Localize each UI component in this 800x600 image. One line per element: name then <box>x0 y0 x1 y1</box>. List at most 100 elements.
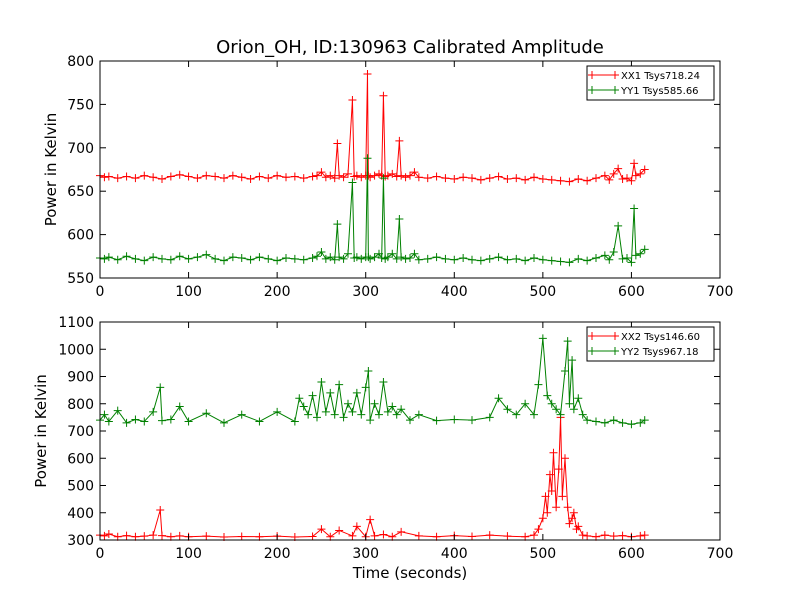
data-point <box>246 175 255 184</box>
data-point <box>432 532 441 541</box>
data-point <box>565 519 574 528</box>
data-point <box>423 174 432 183</box>
data-point <box>330 255 339 264</box>
data-point <box>113 406 122 415</box>
data-point <box>618 418 627 427</box>
data-point <box>563 337 572 346</box>
x-tick-label: 600 <box>618 546 645 562</box>
data-point <box>534 380 543 389</box>
data-point <box>640 531 649 540</box>
data-point <box>569 508 578 517</box>
data-point <box>512 410 521 419</box>
data-point <box>397 171 406 180</box>
y-tick-label: 550 <box>67 271 94 287</box>
x-tick-label: 700 <box>707 546 734 562</box>
legend-marker-xx1 <box>588 71 619 79</box>
data-point <box>321 173 330 182</box>
data-point <box>565 177 574 186</box>
data-point <box>605 175 614 184</box>
data-point <box>361 383 370 392</box>
data-point <box>158 175 166 184</box>
bottom-panel-legend-entry-xx2: XX2 Tsys146.60 <box>588 332 700 343</box>
data-point <box>290 254 299 263</box>
y-tick-label: 600 <box>67 228 94 244</box>
data-point <box>640 165 649 174</box>
y-tick-label: 600 <box>67 451 94 467</box>
data-point <box>100 531 109 540</box>
x-tick-label: 100 <box>175 546 202 562</box>
data-point <box>503 255 512 264</box>
data-point <box>592 174 600 183</box>
x-tick-label: 0 <box>96 284 105 300</box>
data-point <box>113 532 122 541</box>
data-point <box>344 249 352 258</box>
data-point <box>583 416 592 425</box>
data-point <box>104 417 113 426</box>
data-point <box>158 254 166 263</box>
data-point <box>326 388 335 397</box>
data-point <box>534 525 543 534</box>
data-point <box>166 255 175 264</box>
y-tick-label: 1000 <box>58 342 94 358</box>
data-point <box>339 413 348 422</box>
data-point <box>556 410 565 419</box>
data-point <box>352 388 361 397</box>
data-point <box>432 416 441 425</box>
data-point <box>379 530 388 539</box>
top-panel: 0 100 200 300 400 500 600 700 550 600 650 700 750 800… <box>42 54 733 300</box>
data-point <box>563 503 572 512</box>
data-point <box>432 172 441 181</box>
data-point <box>618 254 627 263</box>
data-point <box>568 356 577 365</box>
data-point <box>592 532 600 541</box>
data-point <box>592 417 600 426</box>
data-point <box>636 249 645 258</box>
data-point <box>193 174 202 183</box>
data-point <box>614 221 623 230</box>
data-point <box>401 254 410 263</box>
data-point <box>156 506 165 515</box>
data-point <box>326 532 335 541</box>
data-point <box>366 254 375 263</box>
y-tick-label: 800 <box>67 397 94 413</box>
data-point <box>549 448 558 457</box>
x-tick-label: 300 <box>352 284 379 300</box>
data-point <box>561 367 569 376</box>
data-point <box>100 410 109 419</box>
data-point <box>379 174 388 183</box>
data-point <box>299 174 308 183</box>
data-point <box>600 251 609 260</box>
data-point <box>308 391 317 400</box>
data-point <box>273 407 282 416</box>
data-point <box>237 173 246 182</box>
data-point <box>308 532 317 541</box>
data-point <box>304 410 313 419</box>
data-point <box>565 258 574 267</box>
data-point <box>375 249 383 258</box>
data-point <box>406 254 414 263</box>
data-point <box>290 172 299 181</box>
bottom-panel: 0 100 200 300 400 500 600 700 300 400 500 600 700 800… <box>32 315 733 582</box>
data-point <box>282 254 290 263</box>
y-tick-label: 650 <box>67 184 94 200</box>
data-point <box>383 171 392 180</box>
data-point <box>140 171 149 180</box>
data-point <box>317 247 326 256</box>
data-point <box>100 254 109 263</box>
data-point <box>363 154 372 163</box>
data-point <box>166 532 175 541</box>
x-tick-label: 100 <box>175 284 202 300</box>
data-point <box>512 254 521 263</box>
data-point <box>600 171 609 180</box>
data-point <box>184 417 193 426</box>
data-point <box>308 254 317 263</box>
x-tick-label: 200 <box>264 284 291 300</box>
data-point <box>317 525 326 534</box>
data-point <box>202 250 211 259</box>
x-tick-label: 0 <box>96 546 105 562</box>
data-point <box>530 531 538 540</box>
data-point <box>140 417 149 426</box>
data-point <box>441 174 450 183</box>
data-point <box>330 410 339 419</box>
data-point <box>166 415 175 424</box>
